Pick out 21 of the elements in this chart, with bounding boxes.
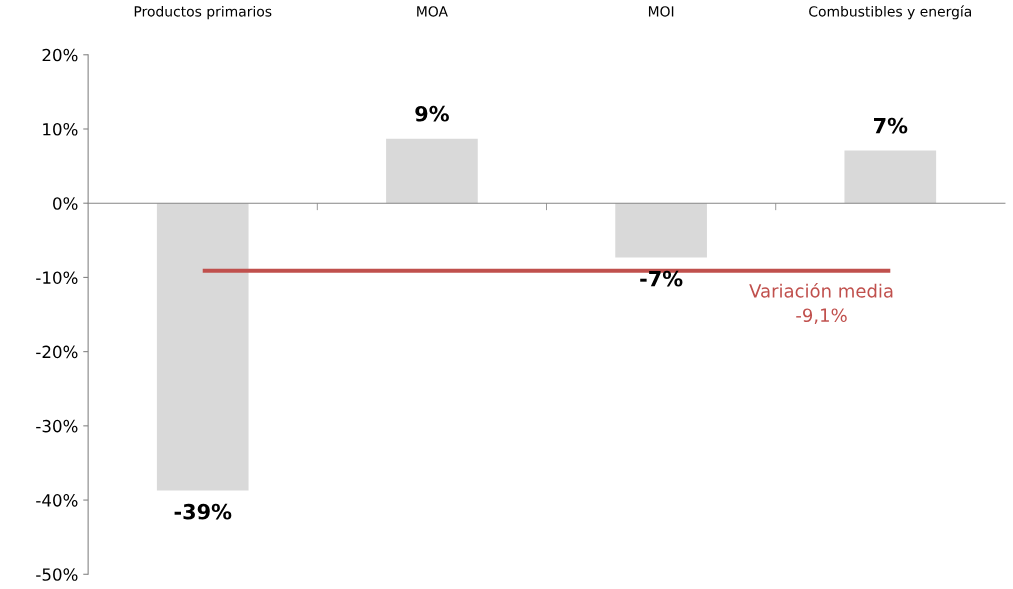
data-label: 7% <box>874 117 908 134</box>
x-tick-label: Combustibles y energía <box>809 5 972 20</box>
y-tick-label: 20% <box>42 48 78 62</box>
data-label: 9% <box>415 105 449 122</box>
data-label: -39% <box>174 503 232 520</box>
y-tick-label: 10% <box>43 122 78 136</box>
y-tick-label: 0% <box>53 197 78 210</box>
bar <box>156 203 249 491</box>
y-tick-label: -50% <box>36 568 78 581</box>
bar <box>615 203 707 258</box>
x-tick-label: MOI <box>648 6 674 17</box>
x-tick-label: Productos primarios <box>134 5 272 20</box>
x-tick-label: MOA <box>417 6 448 17</box>
y-tick-label: -20% <box>36 345 78 359</box>
y-tick-label: -30% <box>36 419 78 433</box>
data-label: -7% <box>640 270 683 287</box>
y-tick-label: -10% <box>36 271 78 284</box>
bar <box>386 138 478 204</box>
bar <box>844 150 937 204</box>
y-tick-label: -40% <box>36 494 78 507</box>
ref-line-label: Variación media -9,1% <box>749 283 893 324</box>
